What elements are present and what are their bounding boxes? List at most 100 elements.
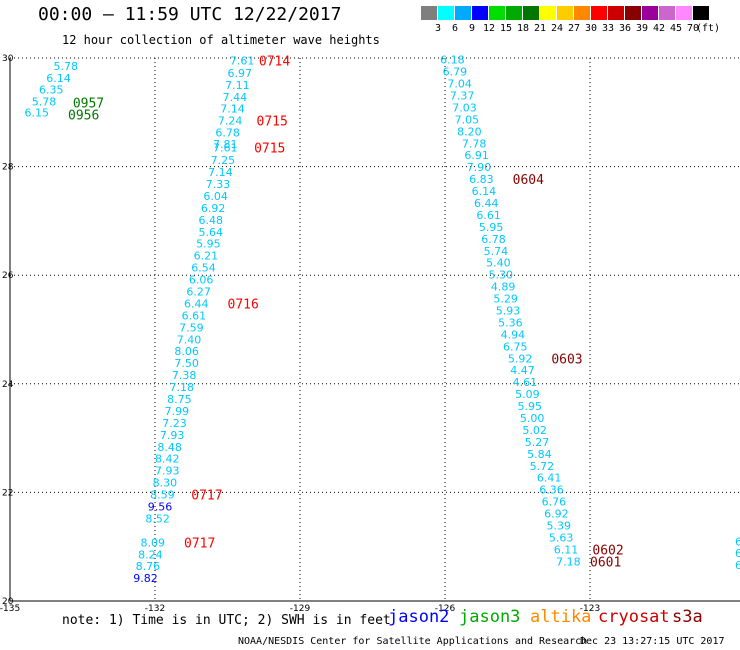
wave-height-value: 6.11	[554, 543, 579, 556]
note-text: note: 1) Time is in UTC; 2) SWH is in fe…	[62, 613, 391, 628]
wave-height-value: 6.48	[199, 214, 224, 227]
wave-height-value: 4.89	[491, 281, 515, 294]
colorbar-label: 9	[468, 23, 476, 34]
y-tick-label: 22	[2, 488, 13, 498]
wave-height-value: 8.75	[167, 393, 192, 406]
wave-height-value: 8.52	[145, 512, 170, 525]
wave-height-value: 7.33	[206, 178, 231, 191]
x-tick-label: -132	[145, 604, 165, 614]
colorbar-swatch	[659, 6, 675, 20]
colorbar-label: 36	[618, 23, 632, 34]
chart-title: 00:00 – 11:59 UTC 12/22/2017	[38, 4, 342, 25]
wave-height-value: 5.36	[498, 316, 522, 329]
colorbar-swatch	[625, 6, 641, 20]
wave-height-value: 7.44	[223, 91, 248, 104]
wave-height-value: 5.95	[196, 238, 221, 251]
wave-height-value: 8.42	[155, 453, 180, 466]
wave-height-value: 7.59	[179, 321, 204, 334]
chart-subtitle: 12 hour collection of altimeter wave hei…	[62, 33, 380, 47]
x-tick-label: -123	[580, 604, 600, 614]
colorbar-label: 12	[482, 23, 496, 34]
wave-height-value: 5.40	[486, 257, 511, 270]
wave-height-value: 6.21	[194, 250, 219, 263]
wave-height-value: 7.81	[213, 138, 238, 151]
y-tick-label: 24	[2, 380, 14, 390]
wave-height-value: 5.74	[484, 245, 509, 258]
wave-height-value: 6.14	[46, 72, 71, 85]
wave-height-value: 7.50	[174, 357, 199, 370]
colorbar-swatch	[438, 6, 454, 20]
colorbar-swatch	[557, 6, 573, 20]
wave-height-value: 7.03	[452, 101, 477, 114]
wave-height-value: 6.36	[539, 484, 564, 497]
wave-height-value: 7.04	[447, 78, 472, 91]
colorbar-label: 42	[652, 23, 666, 34]
colorbar-swatch	[642, 6, 658, 20]
wave-height-value: 6.54	[191, 262, 216, 275]
colorbar-swatch	[506, 6, 522, 20]
y-tick-label: 26	[2, 271, 14, 281]
wave-height-value: 9.82	[133, 572, 158, 585]
wave-height-value: 6.4	[735, 559, 740, 572]
wave-height-value: 8.59	[150, 489, 175, 502]
wave-height-value: 4.47	[510, 364, 535, 377]
wave-height-value: 7.61	[213, 142, 238, 155]
wave-height-value: 6.27	[186, 285, 211, 298]
colorbar-label: 18	[516, 23, 530, 34]
wave-height-value: 6.61	[476, 209, 501, 222]
pass-time-label: 0956	[68, 108, 99, 123]
wave-height-value: 8.48	[157, 441, 182, 454]
wave-height-value: 5.29	[493, 293, 518, 306]
wave-height-value: 6.18	[440, 54, 465, 67]
wave-height-value: 7.61	[230, 55, 255, 68]
wave-height-value: 5.95	[479, 221, 504, 234]
colorbar-label: 6	[451, 23, 459, 34]
x-tick-label: -135	[0, 604, 20, 614]
wave-height-value: 7.40	[177, 333, 202, 346]
wave-height-value: 6.41	[537, 472, 562, 485]
pass-time-label: 0715	[257, 114, 288, 129]
footer-agency: NOAA/NESDIS Center for Satellite Applica…	[238, 636, 588, 647]
wave-height-value: 5.39	[547, 520, 572, 533]
colorbar-unit: (ft)	[696, 23, 721, 34]
wave-height-value: 5.09	[515, 388, 540, 401]
wave-height-value: 6.15	[25, 106, 50, 119]
legend-jason2: jason2	[388, 607, 450, 627]
wave-height-value: 5.72	[530, 460, 555, 473]
pass-time-label: 0716	[228, 297, 259, 312]
pass-time-label: 0714	[259, 55, 290, 70]
colorbar-swatch	[472, 6, 488, 20]
colorbar-swatch	[421, 6, 437, 20]
wave-height-value: 5.64	[199, 226, 224, 239]
wave-height-value: 6	[735, 535, 740, 548]
wave-height-value: 8.20	[457, 125, 482, 138]
y-tick-label: 28	[2, 163, 14, 173]
colorbar-label: 15	[499, 23, 513, 34]
wave-height-value: 7.78	[462, 137, 487, 150]
colorbar-label: 33	[601, 23, 615, 34]
wave-height-value: 6.78	[481, 233, 506, 246]
wave-height-value: 6.75	[503, 340, 528, 353]
wave-height-value: 7.11	[225, 79, 250, 92]
colorbar-label: 30	[584, 23, 598, 34]
wave-height-value: 7.24	[218, 114, 243, 127]
legend-cryosat: cryosat	[598, 607, 670, 627]
colorbar-label: 45	[669, 23, 683, 34]
wave-height-value: 7.99	[165, 405, 190, 418]
wave-height-value: 5.78	[32, 95, 57, 108]
colorbar-label: 70	[686, 23, 700, 34]
colorbar-label: 39	[635, 23, 649, 34]
wave-height-value: 5.78	[54, 60, 79, 73]
wave-height-value: 7.14	[208, 166, 233, 179]
colorbar-label: 24	[550, 23, 564, 34]
wave-height-value: 8.30	[153, 477, 178, 490]
wave-height-value: 6.92	[201, 202, 226, 215]
wave-height-value: 6.97	[228, 67, 253, 80]
wave-height-value: 7.18	[170, 381, 195, 394]
x-tick-label: -126	[435, 604, 456, 614]
colorbar-label: 21	[533, 23, 547, 34]
wave-height-value: 7.93	[160, 429, 185, 442]
colorbar-swatch	[455, 6, 471, 20]
colorbar-swatch	[489, 6, 505, 20]
colorbar-swatch	[608, 6, 624, 20]
